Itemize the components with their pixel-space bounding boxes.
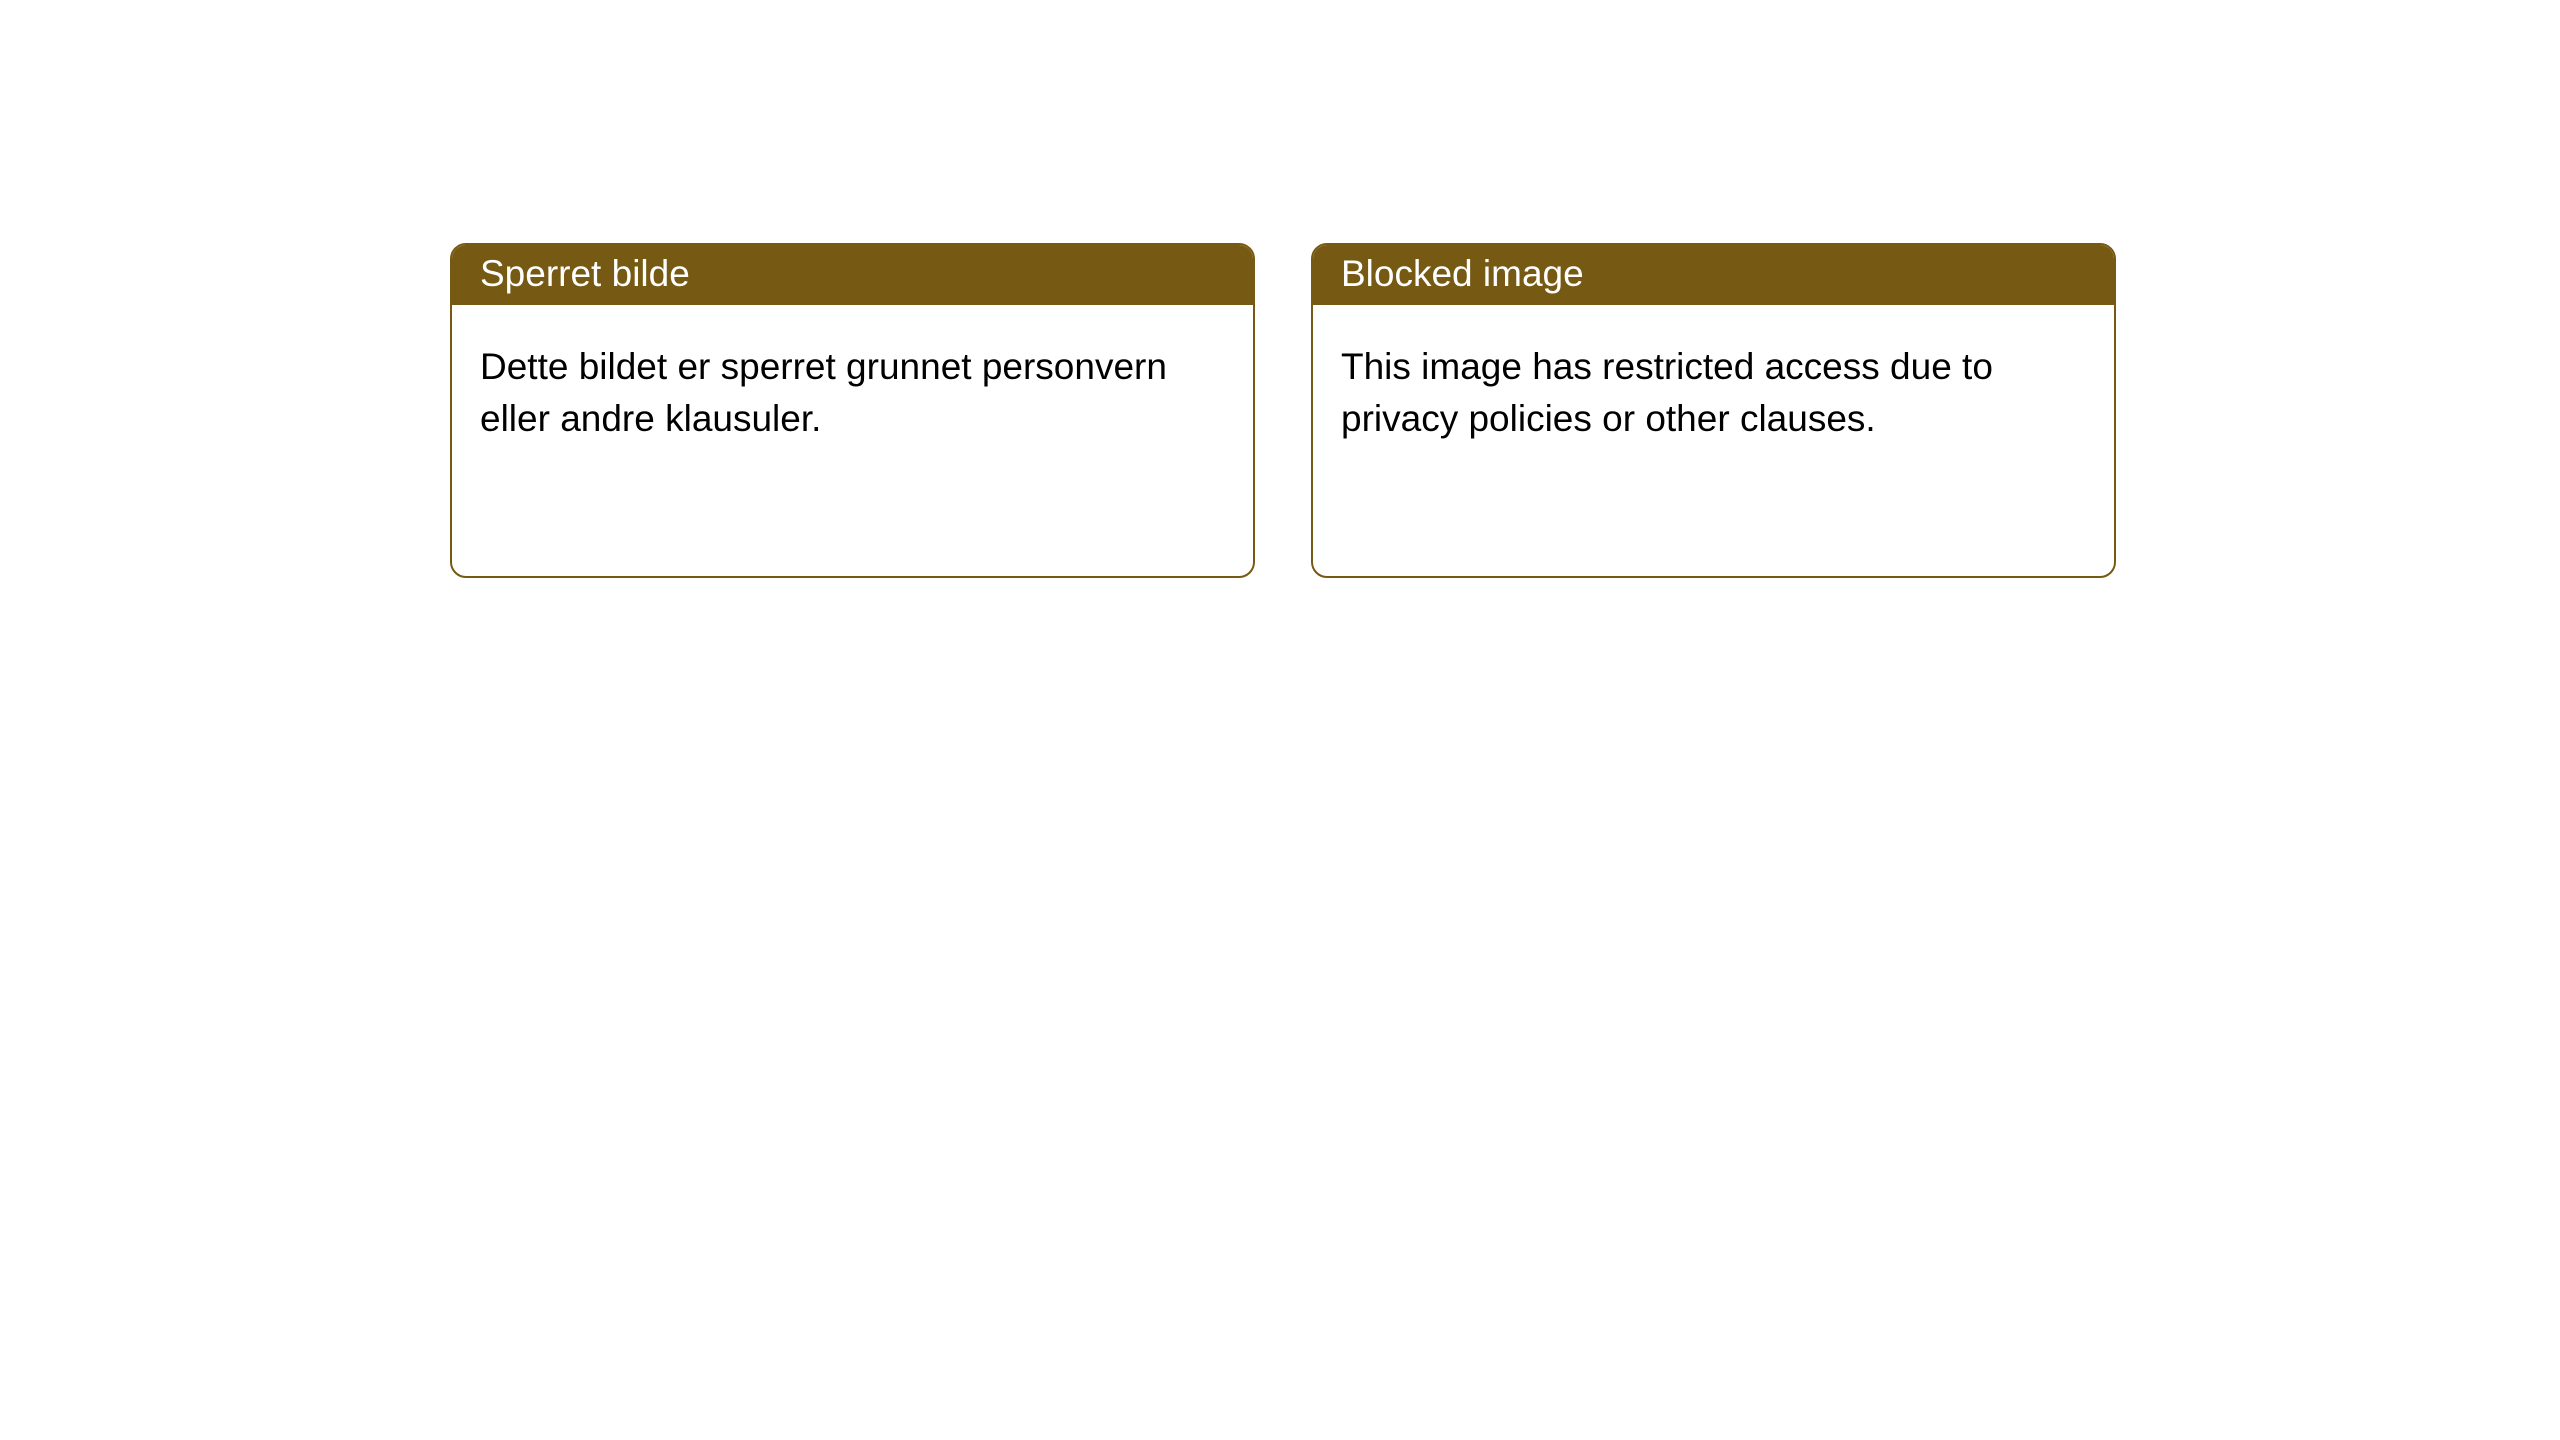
card-body: Dette bildet er sperret grunnet personve… xyxy=(452,305,1253,481)
notice-container: Sperret bilde Dette bildet er sperret gr… xyxy=(0,0,2560,578)
card-message: This image has restricted access due to … xyxy=(1341,346,1993,439)
card-header: Blocked image xyxy=(1313,245,2114,305)
card-header: Sperret bilde xyxy=(452,245,1253,305)
card-message: Dette bildet er sperret grunnet personve… xyxy=(480,346,1167,439)
notice-card-norwegian: Sperret bilde Dette bildet er sperret gr… xyxy=(450,243,1255,578)
notice-card-english: Blocked image This image has restricted … xyxy=(1311,243,2116,578)
card-title: Sperret bilde xyxy=(480,253,690,294)
card-body: This image has restricted access due to … xyxy=(1313,305,2114,481)
card-title: Blocked image xyxy=(1341,253,1584,294)
